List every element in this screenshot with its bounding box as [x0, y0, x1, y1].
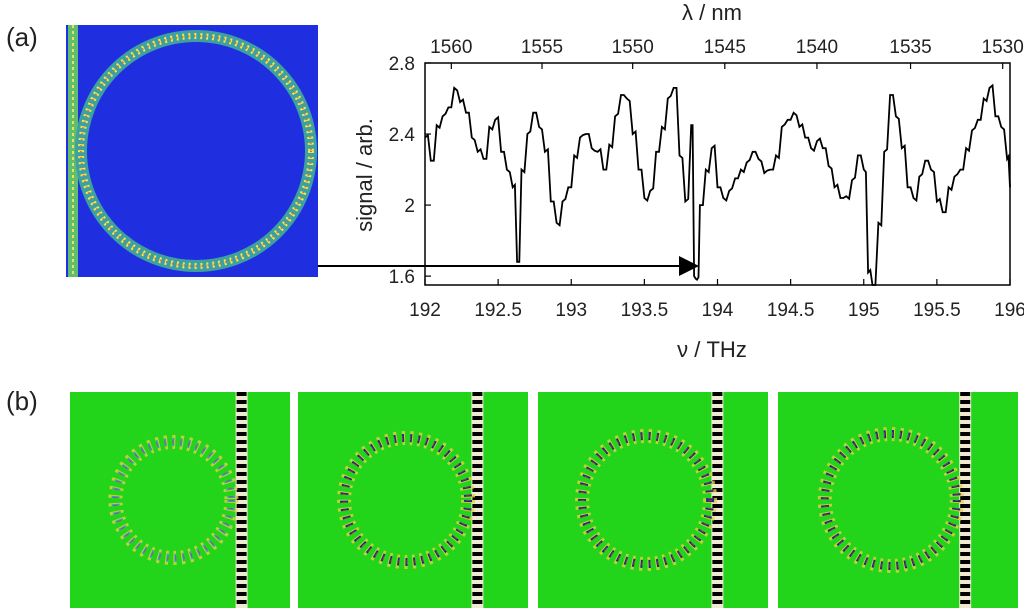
top-tick-label: 1530	[982, 37, 1024, 58]
y-tick-label: 2	[404, 196, 415, 217]
x-axis-label: ν / THz	[677, 337, 747, 362]
x-tick-label: 192.5	[474, 300, 522, 321]
simulation-frame-2	[298, 392, 528, 608]
x-tick-label: 193.5	[621, 300, 669, 321]
x-tick-label: 194	[702, 300, 734, 321]
x-tick-label: 194.5	[767, 300, 815, 321]
simulation-image-a	[66, 25, 318, 277]
y-tick-label: 2.4	[389, 125, 416, 146]
top-tick-label: 1560	[430, 37, 472, 58]
y-tick-label: 2.8	[389, 54, 415, 75]
time-evolution-frames	[70, 392, 1018, 608]
x-tick-label: 195.5	[913, 300, 961, 321]
panel-label-b: (b)	[6, 386, 38, 416]
y-axis-label: signal / arb.	[352, 118, 377, 232]
signal-trace	[424, 83, 1011, 286]
x-tick-label: 193	[555, 300, 587, 321]
simulation-frame-1	[70, 392, 290, 608]
spectrum-chart: 192 192.5 193 193.5 194 194.5 195 195.5 196 1.6 2…	[352, 0, 1024, 362]
top-axis-label: λ / nm	[682, 0, 742, 25]
top-tick-label: 1550	[612, 37, 654, 58]
panel-label-a: (a)	[6, 22, 38, 52]
top-tick-label: 1535	[889, 37, 931, 58]
top-tick-label: 1540	[796, 37, 838, 58]
simulation-frame-4	[778, 392, 1018, 608]
top-tick-label: 1545	[704, 37, 746, 58]
simulation-frame-3	[538, 392, 768, 608]
x-tick-label: 195	[848, 300, 880, 321]
y-tick-label: 1.6	[389, 267, 415, 288]
x-tick-label: 192	[409, 300, 441, 321]
x-tick-label: 196	[994, 300, 1024, 321]
top-tick-label: 1555	[521, 37, 563, 58]
